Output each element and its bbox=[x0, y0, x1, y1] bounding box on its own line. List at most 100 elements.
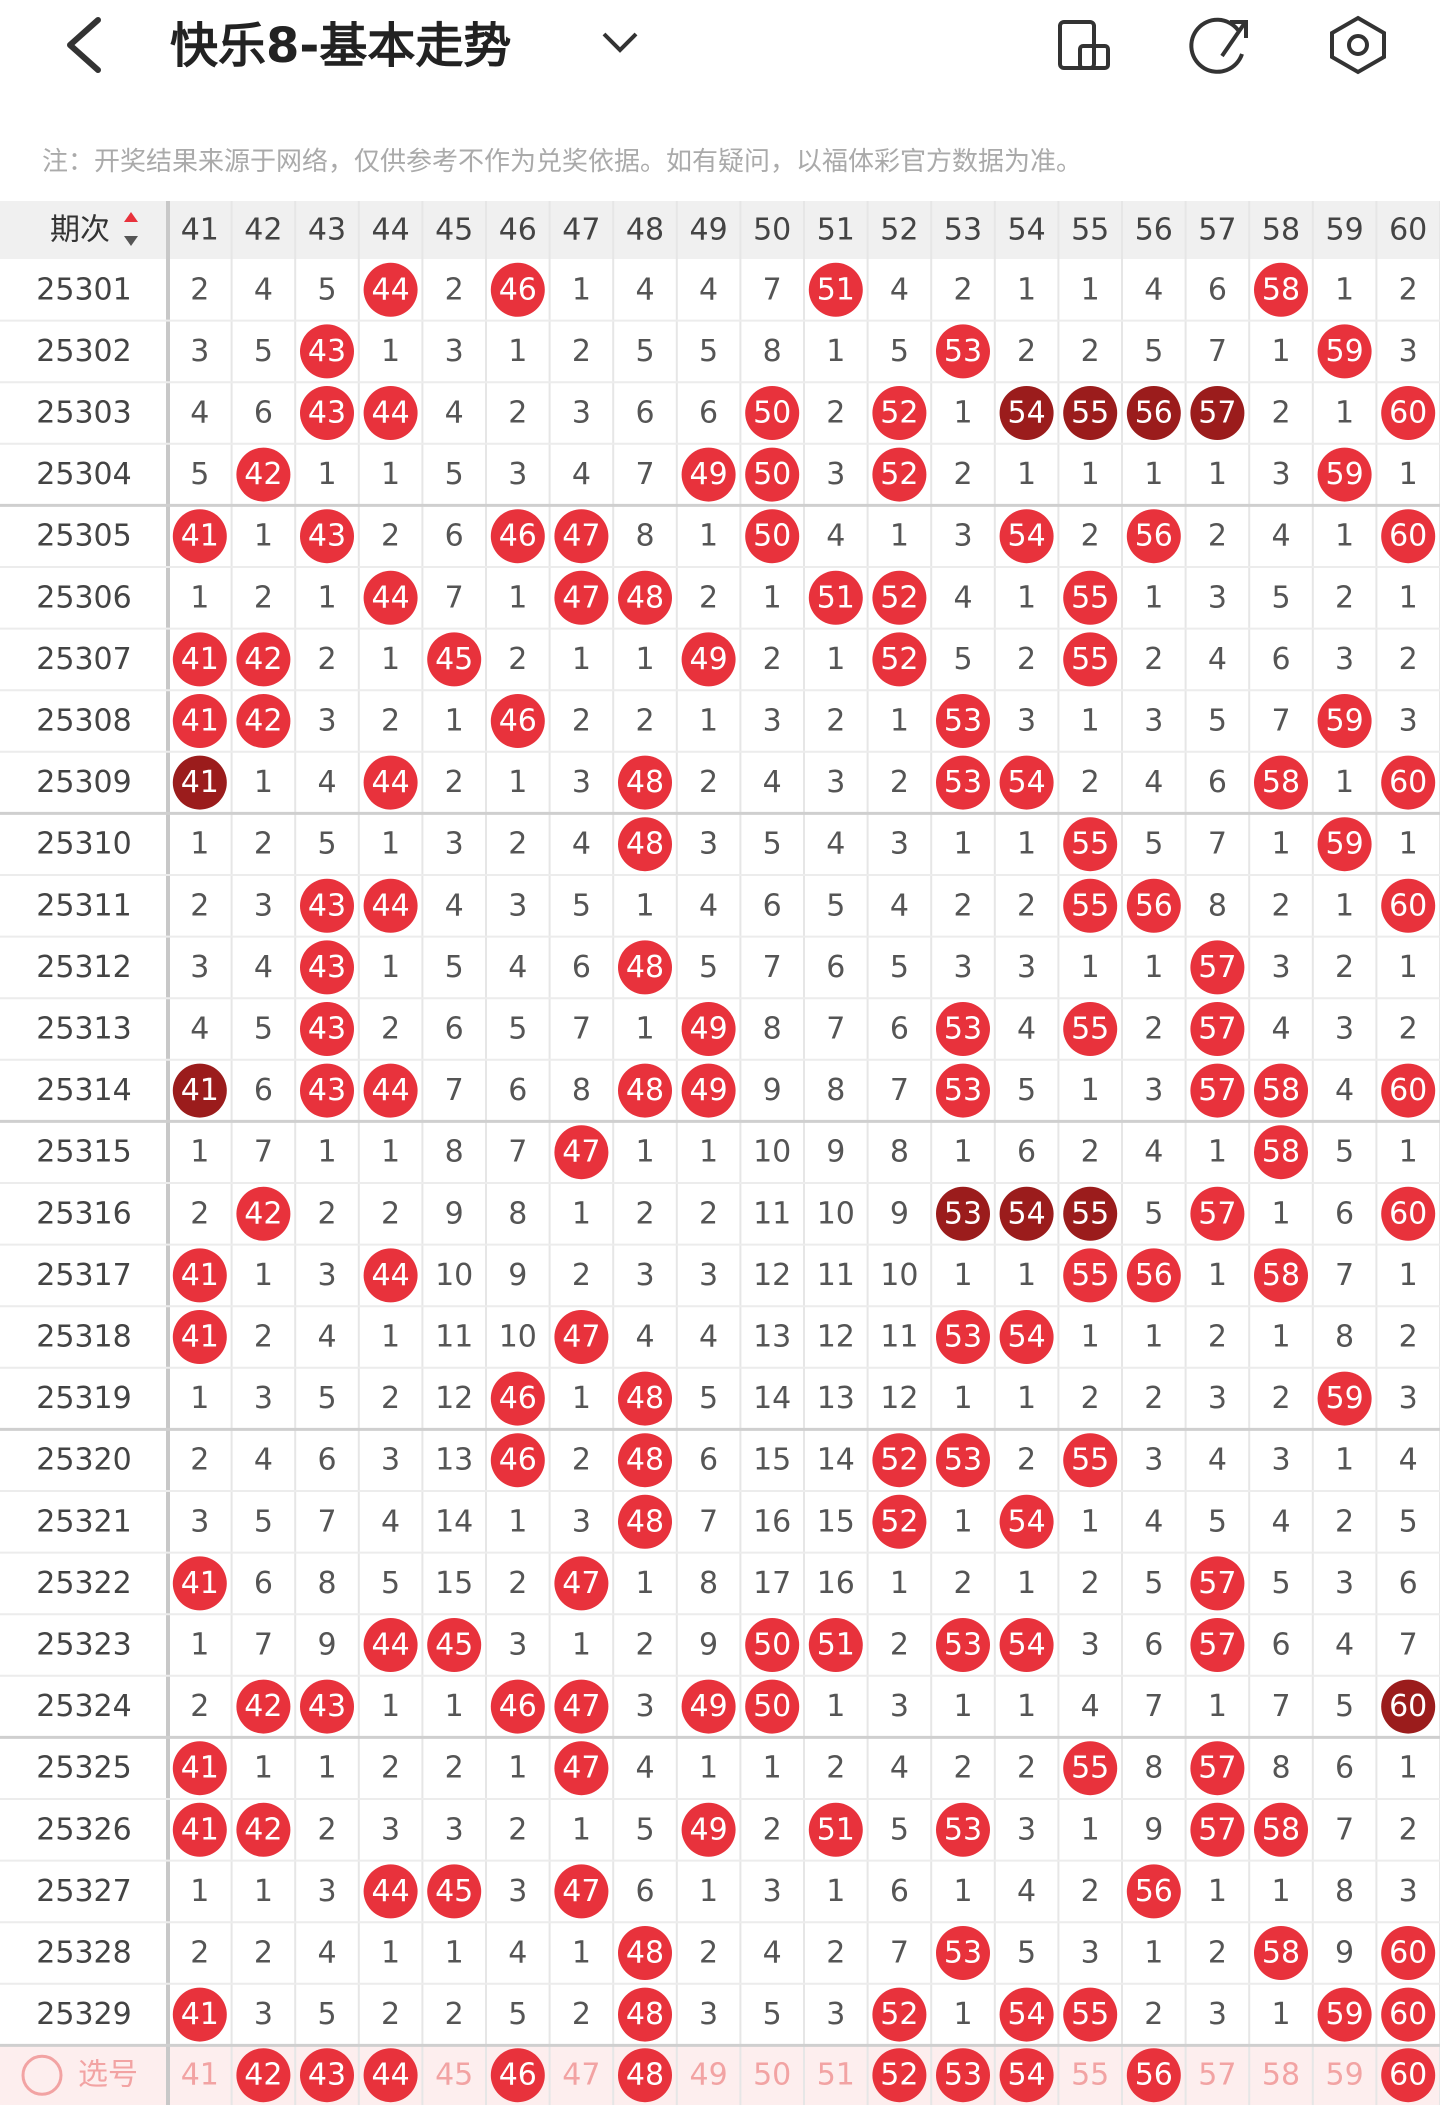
miss-count: 6 bbox=[890, 1874, 909, 1909]
sort-desc[interactable] bbox=[124, 236, 138, 246]
miss-count: 2 bbox=[572, 334, 591, 369]
miss-count: 1 bbox=[508, 580, 527, 615]
miss-count: 5 bbox=[317, 827, 336, 862]
miss-count: 1 bbox=[317, 457, 336, 492]
hit-number: 59 bbox=[1326, 334, 1364, 369]
period: 25311 bbox=[36, 888, 131, 923]
hit-number: 46 bbox=[499, 704, 537, 739]
miss-count: 2 bbox=[699, 580, 718, 615]
miss-count: 3 bbox=[699, 1997, 718, 2032]
option-number: 55 bbox=[1071, 2058, 1109, 2093]
miss-count: 1 bbox=[254, 519, 273, 554]
hit-number: 54 bbox=[1008, 519, 1046, 554]
hit-ball bbox=[172, 632, 227, 687]
miss-count: 6 bbox=[254, 1566, 273, 1601]
miss-count: 4 bbox=[890, 888, 909, 923]
hit-number: 41 bbox=[181, 1812, 219, 1847]
period: 25327 bbox=[36, 1874, 131, 1909]
miss-count: 12 bbox=[880, 1381, 918, 1416]
hit-number: 48 bbox=[626, 1936, 664, 1971]
hit-ball bbox=[363, 878, 418, 933]
miss-count: 4 bbox=[317, 765, 336, 800]
miss-count: 1 bbox=[572, 1628, 591, 1663]
miss-count: 3 bbox=[1081, 1628, 1100, 1663]
hit-number: 44 bbox=[372, 888, 410, 923]
miss-count: 2 bbox=[890, 1628, 909, 1663]
hit-ball bbox=[618, 1987, 672, 2042]
miss-count: 3 bbox=[699, 827, 718, 862]
hit-ball bbox=[1381, 1926, 1436, 1980]
miss-count: 5 bbox=[763, 1997, 782, 2032]
miss-count: 2 bbox=[1335, 950, 1354, 985]
hit-number: 55 bbox=[1071, 642, 1109, 677]
sort-asc[interactable] bbox=[124, 212, 138, 222]
hit-number: 52 bbox=[880, 2058, 918, 2093]
miss-count: 1 bbox=[1144, 950, 1163, 985]
hit-ball bbox=[1254, 1802, 1308, 1857]
hit-number: 43 bbox=[308, 396, 346, 431]
miss-count: 1 bbox=[572, 1812, 591, 1847]
hit-ball bbox=[618, 1433, 672, 1488]
miss-count: 1 bbox=[635, 1566, 654, 1601]
miss-count: 1 bbox=[508, 1751, 527, 1786]
hit-ball bbox=[300, 386, 354, 440]
hit-ball bbox=[936, 1063, 990, 1118]
period: 25318 bbox=[36, 1320, 131, 1355]
hit-number: 50 bbox=[753, 519, 791, 554]
hit-number: 57 bbox=[1198, 1566, 1236, 1601]
miss-count: 17 bbox=[753, 1566, 791, 1601]
miss-count: 7 bbox=[317, 1504, 336, 1539]
title-dropdown[interactable] bbox=[602, 32, 638, 53]
miss-count: 14 bbox=[817, 1443, 855, 1478]
miss-count: 1 bbox=[1271, 1196, 1290, 1231]
back-button[interactable] bbox=[67, 17, 101, 73]
settings-icon[interactable] bbox=[1330, 15, 1386, 75]
hit-ball bbox=[936, 755, 990, 810]
rotate-icon[interactable] bbox=[1058, 20, 1110, 70]
miss-count: 4 bbox=[317, 1936, 336, 1971]
miss-count: 1 bbox=[953, 396, 972, 431]
hit-number: 58 bbox=[1262, 765, 1300, 800]
share-icon[interactable] bbox=[1189, 17, 1248, 74]
hit-number: 60 bbox=[1389, 396, 1427, 431]
miss-count: 5 bbox=[953, 642, 972, 677]
miss-count: 4 bbox=[953, 580, 972, 615]
hit-number: 45 bbox=[435, 1874, 473, 1909]
hit-ball bbox=[1063, 1248, 1118, 1303]
miss-count: 3 bbox=[1144, 1443, 1163, 1478]
miss-count: 3 bbox=[445, 827, 464, 862]
hit-number: 55 bbox=[1071, 888, 1109, 923]
miss-count: 4 bbox=[381, 1504, 400, 1539]
hit-ball bbox=[681, 632, 736, 687]
hit-ball bbox=[618, 940, 672, 995]
miss-count: 9 bbox=[508, 1258, 527, 1293]
miss-count: 8 bbox=[635, 519, 654, 554]
hit-number: 42 bbox=[244, 1196, 282, 1231]
column-header: 51 bbox=[817, 213, 855, 248]
hit-number: 53 bbox=[944, 1628, 982, 1663]
miss-count: 4 bbox=[508, 950, 527, 985]
miss-count: 2 bbox=[1017, 642, 1036, 677]
hit-ball bbox=[1317, 324, 1372, 379]
miss-count: 5 bbox=[826, 888, 845, 923]
miss-count: 1 bbox=[953, 1689, 972, 1724]
hit-ball bbox=[300, 1063, 354, 1118]
hit-number: 52 bbox=[880, 1504, 918, 1539]
miss-count: 3 bbox=[508, 457, 527, 492]
miss-count: 2 bbox=[572, 1997, 591, 2032]
miss-count: 4 bbox=[1335, 1073, 1354, 1108]
miss-count: 1 bbox=[890, 519, 909, 554]
footer-label[interactable]: 选号 bbox=[78, 2058, 138, 2093]
hit-number: 53 bbox=[944, 1196, 982, 1231]
miss-count: 2 bbox=[1335, 580, 1354, 615]
miss-count: 4 bbox=[317, 1320, 336, 1355]
hit-number: 50 bbox=[753, 1689, 791, 1724]
hit-ball bbox=[554, 1556, 609, 1611]
hit-number: 57 bbox=[1198, 950, 1236, 985]
hit-ball bbox=[490, 2048, 545, 2103]
hit-ball bbox=[363, 262, 418, 317]
hit-number: 49 bbox=[690, 457, 728, 492]
miss-count: 1 bbox=[953, 1258, 972, 1293]
hit-ball bbox=[363, 1618, 418, 1672]
hit-ball bbox=[363, 1864, 418, 1919]
